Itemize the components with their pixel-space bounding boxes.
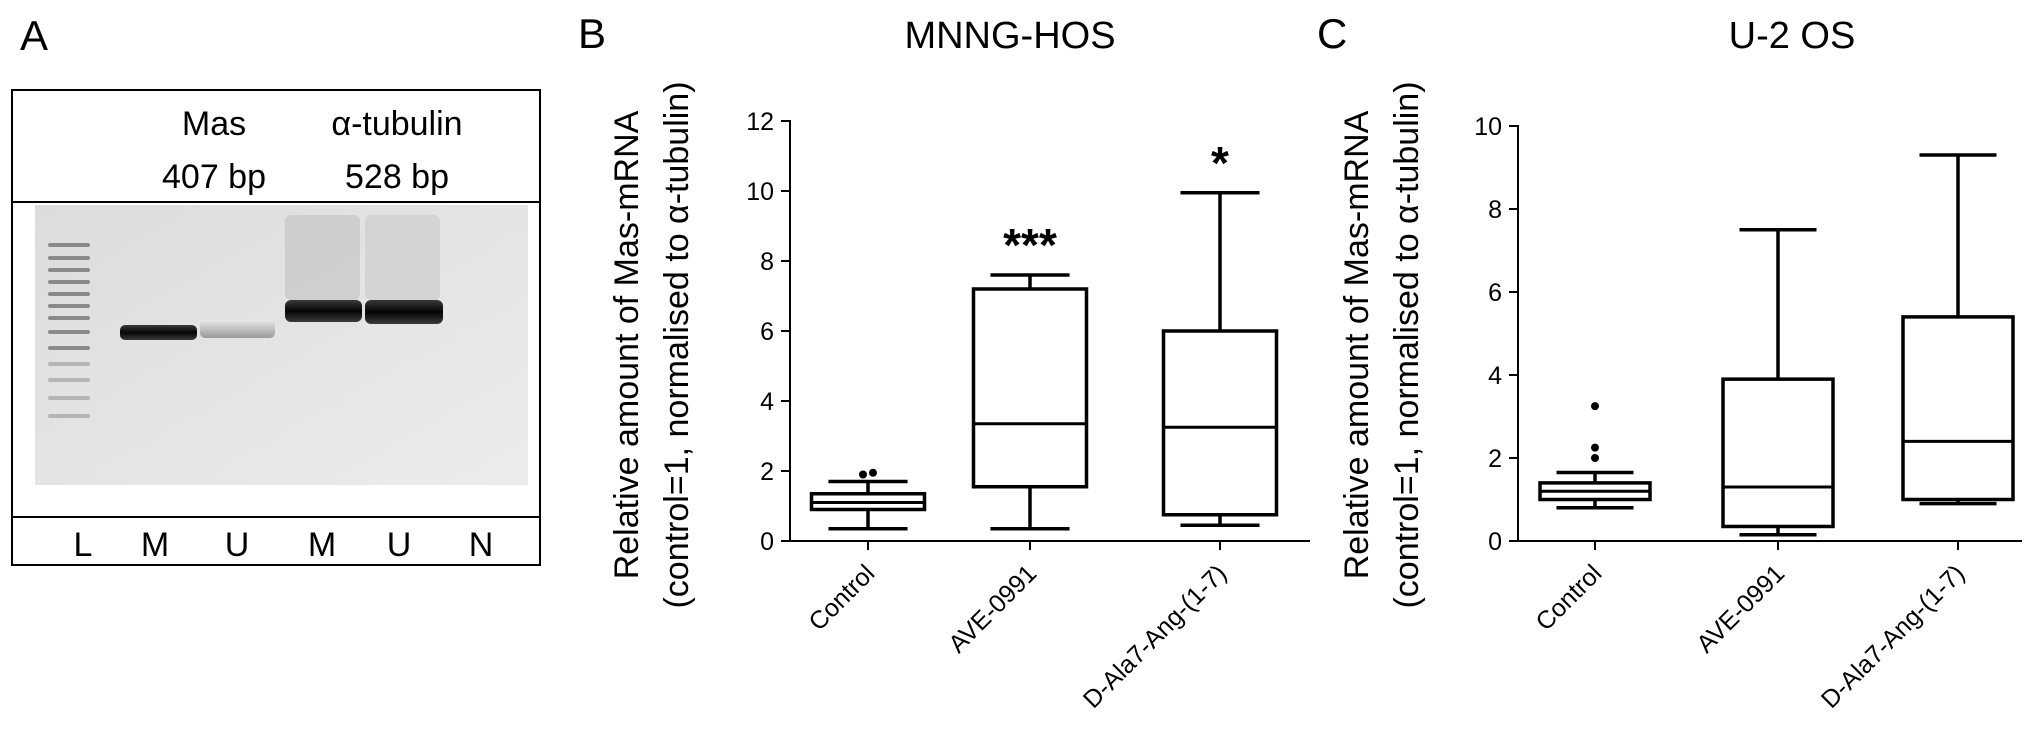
significance-label: *: [1211, 137, 1229, 189]
chart-b-title: MNNG-HOS: [904, 15, 1115, 57]
panel-c-letter: C: [1317, 10, 1347, 57]
y-tick-label: 2: [760, 458, 774, 486]
y-tick-label: 0: [760, 528, 774, 556]
y-tick-label: 10: [1474, 113, 1502, 141]
band-tubulin-smear-m: [285, 215, 360, 300]
gel-size-mas: 407 bp: [162, 158, 266, 196]
ladder-band: [48, 396, 90, 400]
chart-b-ylabel-line1: Relative amount of Mas-mRNA: [608, 110, 646, 579]
lane-label: N: [469, 526, 494, 564]
chart-c-plot: 0 2 4 6 8 10 Control AVE-0991 D-Ala7-Ang-(1-7): [1474, 113, 2022, 714]
panel-b-letter: B: [578, 10, 606, 57]
y-tick-label: 8: [1488, 196, 1502, 224]
chart-b-plot: 0 2 4 6 8 10 12 Control AVE-0991 D-Ala7-Ang-(1-7)…: [746, 108, 1310, 714]
y-tick-label: 0: [1488, 528, 1502, 556]
band-tubulin-smear-u: [365, 215, 440, 300]
ladder-band: [48, 378, 90, 382]
chart-c-ylabel-line1: Relative amount of Mas-mRNA: [1338, 110, 1376, 579]
band-tubulin-u: [365, 300, 443, 324]
outlier-point: [869, 468, 877, 477]
category-label: D-Ala7-Ang-(1-7): [1078, 559, 1232, 713]
y-tick-label: 4: [1488, 362, 1502, 390]
lane-label: U: [387, 526, 412, 564]
box-iqr: [1721, 377, 1835, 529]
ladder-band: [48, 268, 90, 272]
category-label: AVE-0991: [1691, 559, 1790, 658]
y-tick-label: 6: [1488, 279, 1502, 307]
outlier-point: [1591, 402, 1599, 411]
ladder-band: [48, 280, 90, 284]
gel-panel: Mas 407 bp α-tubulin 528 bp L M U M U N: [11, 89, 541, 566]
gel-size-tubulin: 528 bp: [345, 158, 449, 196]
category-label: AVE-0991: [943, 559, 1042, 658]
box-iqr: [1161, 329, 1279, 517]
chart-c-title: U-2 OS: [1729, 15, 1856, 57]
category-label: D-Ala7-Ang-(1-7): [1816, 559, 1970, 713]
panel-a-letter: A: [20, 12, 48, 59]
ladder-band: [48, 292, 90, 296]
y-tick-label: 6: [760, 318, 774, 346]
y-tick-label: 10: [746, 178, 774, 206]
y-tick-label: 12: [746, 108, 774, 136]
gel-label-tubulin: α-tubulin: [331, 105, 462, 143]
chart-b-ylabel-line2: (control=1, normalised to α-tubulin): [658, 81, 696, 608]
ladder-band: [48, 346, 90, 350]
ladder-band: [48, 316, 90, 320]
box-iqr: [1901, 315, 2015, 502]
y-tick-label: 2: [1488, 445, 1502, 473]
category-label: Control: [1530, 559, 1607, 636]
ladder-band: [48, 362, 90, 366]
box-iqr: [971, 287, 1089, 489]
category-label: Control: [803, 559, 880, 636]
lane-label: M: [308, 526, 336, 564]
ladder-band: [48, 330, 90, 334]
significance-label: ***: [1003, 219, 1057, 271]
lane-label: U: [225, 526, 250, 564]
band-mas-m: [120, 325, 197, 340]
chart-c-ylabel-line2: (control=1, normalised to α-tubulin): [1388, 81, 1426, 608]
gel-label-mas: Mas: [182, 105, 246, 143]
ladder-band: [48, 243, 90, 247]
ladder-band: [48, 414, 90, 418]
band-tubulin-m: [285, 300, 362, 322]
ladder-band: [48, 304, 90, 308]
outlier-point: [1591, 454, 1599, 462]
y-tick-label: 4: [760, 388, 774, 416]
band-mas-u: [200, 320, 275, 338]
lane-label: L: [74, 526, 93, 564]
ladder-band: [48, 256, 90, 260]
gel-image: [35, 205, 528, 485]
outlier-point: [859, 470, 867, 479]
y-tick-label: 8: [760, 248, 774, 276]
ladder-bands: [48, 243, 90, 418]
outlier-point: [1591, 443, 1599, 452]
lane-label: M: [141, 526, 169, 564]
